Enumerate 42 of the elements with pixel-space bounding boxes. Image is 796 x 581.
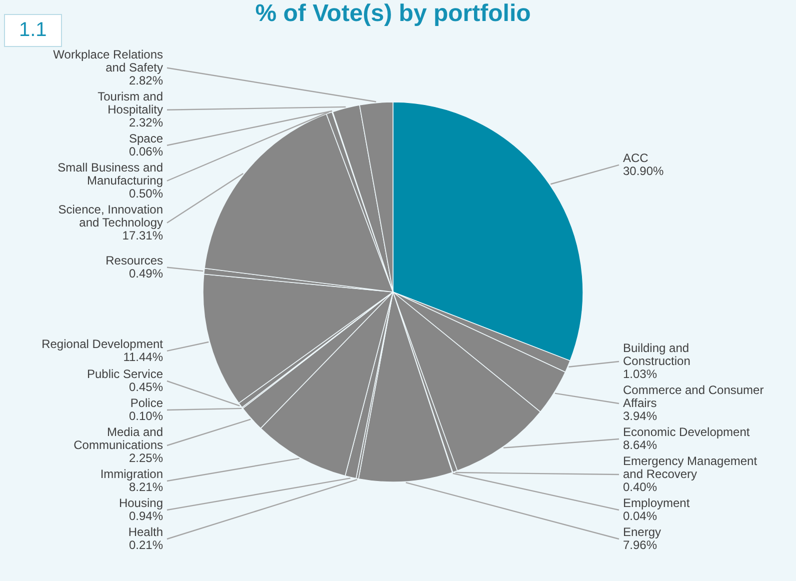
- slice-label: Space: [128, 131, 164, 146]
- slice-label: Tourism and Hospitality: [98, 89, 163, 116]
- data-label: 8.64%: [623, 438, 658, 452]
- data-label: 0.06%: [128, 144, 164, 158]
- data-label: 2.82%: [128, 73, 164, 88]
- data-label: 1.03%: [623, 367, 658, 381]
- data-label: 8.21%: [128, 480, 164, 494]
- data-label: 3.94%: [623, 409, 658, 423]
- slice-label: Employment: [623, 496, 690, 510]
- data-label: 11.44%: [123, 350, 164, 364]
- slice-label: Housing: [118, 496, 163, 510]
- slice-label: Resources: [106, 253, 163, 268]
- data-label: 7.96%: [623, 538, 658, 552]
- slice-label: Immigration: [100, 467, 163, 481]
- slice-label: Workplace Relations and Safety: [53, 47, 163, 74]
- data-label: 0.45%: [128, 380, 164, 394]
- slice-label: Commerce and Consumer Affairs: [623, 383, 764, 410]
- slice-label: Regional Development: [42, 336, 164, 351]
- slice-label: Public Service: [86, 367, 164, 381]
- slice-label: Emergency Management and Recovery: [623, 454, 758, 481]
- slice-label: Science, Innovation and Technology: [58, 202, 163, 230]
- data-label: 0.40%: [623, 480, 658, 494]
- slice-label: Media and Communications: [74, 425, 163, 452]
- data-label: 0.50%: [128, 186, 164, 200]
- data-label: 30.90%: [623, 164, 664, 178]
- data-label: 0.94%: [128, 509, 164, 523]
- slice-label: Building and Construction: [623, 341, 690, 368]
- slice-label: Small Business and Manufacturing: [58, 160, 163, 188]
- text: 1.1: [4, 14, 62, 47]
- data-label: 0.10%: [128, 409, 164, 423]
- slice-label: Police: [130, 396, 164, 410]
- slice-label: Energy: [623, 525, 662, 539]
- slice-label: Economic Development: [623, 425, 750, 439]
- data-label: 0.49%: [128, 266, 164, 280]
- data-label: 2.25%: [128, 451, 164, 465]
- data-label: 2.32%: [128, 115, 164, 130]
- data-label: 0.21%: [128, 538, 164, 552]
- data-label: 17.31%: [122, 228, 164, 242]
- chart-title: % of Vote(s) by portfolio: [255, 0, 531, 27]
- slice-label: ACC: [623, 150, 649, 165]
- slice-label: Health: [128, 525, 163, 539]
- data-label: 0.04%: [623, 509, 658, 523]
